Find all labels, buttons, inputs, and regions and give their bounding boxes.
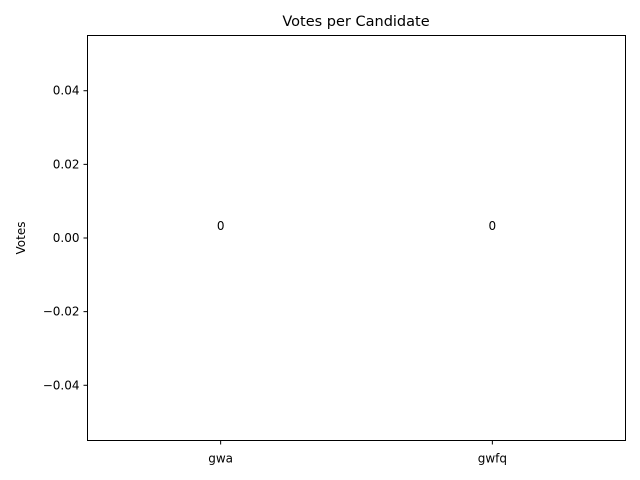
bar-value-label: 0 bbox=[489, 219, 497, 233]
x-tick-label: gwa bbox=[208, 452, 233, 466]
chart-title: Votes per Candidate bbox=[282, 14, 429, 30]
y-tick-label: 0.00 bbox=[53, 231, 80, 245]
y-tick-label: 0.02 bbox=[53, 157, 80, 171]
bar-value-label: 0 bbox=[217, 219, 225, 233]
y-tick-label: −0.02 bbox=[43, 305, 80, 319]
plot-area: −0.04 −0.02 0.00 0.02 0.04 gwa 0 gwfq 0 bbox=[43, 84, 507, 466]
y-tick-label: 0.04 bbox=[53, 84, 80, 98]
y-axis-label: Votes bbox=[14, 222, 28, 255]
plot-frame bbox=[87, 35, 626, 441]
y-tick-label: −0.04 bbox=[43, 378, 80, 392]
x-tick-label: gwfq bbox=[478, 452, 507, 466]
